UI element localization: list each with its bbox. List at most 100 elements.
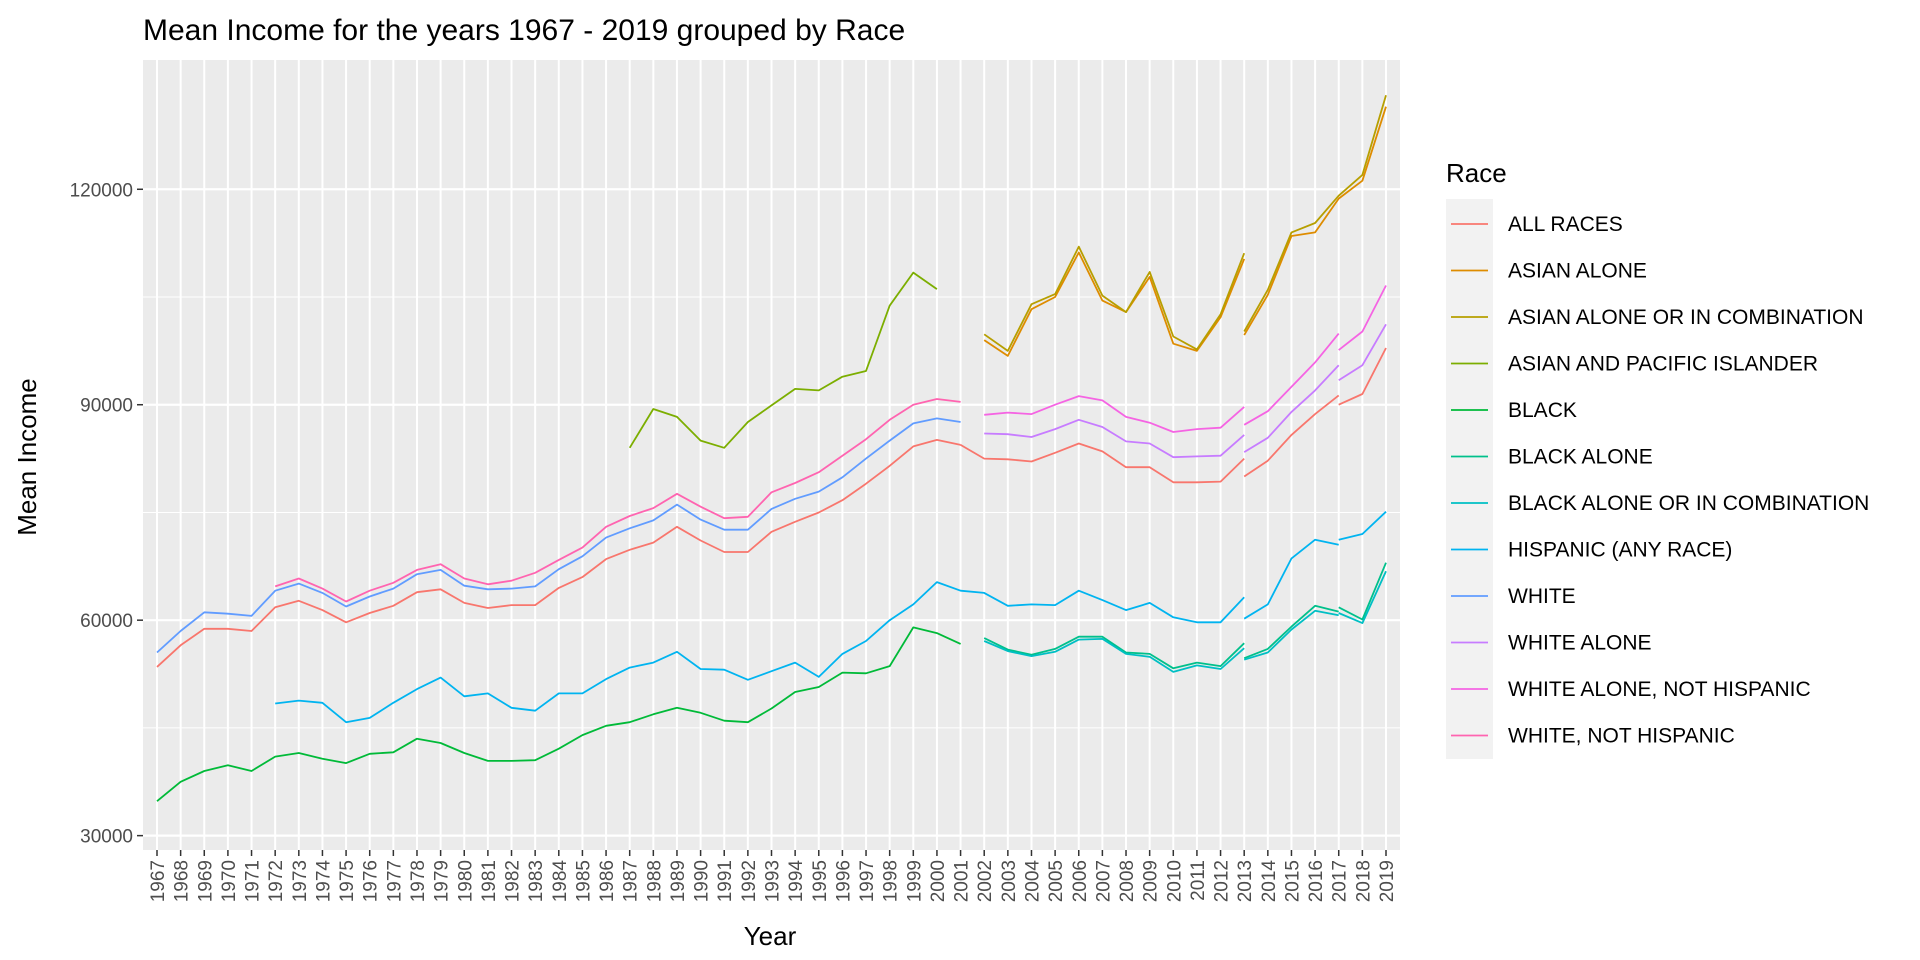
x-tick-label: 2005 <box>1046 860 1067 902</box>
legend-label: BLACK <box>1508 399 1577 422</box>
x-tick-label: 2007 <box>1093 860 1114 902</box>
legend-label: WHITE <box>1508 585 1576 608</box>
legend-item: WHITE <box>1451 585 1576 608</box>
x-tick-label: 1972 <box>266 860 287 902</box>
x-tick-label: 1968 <box>172 860 193 902</box>
x-tick-label: 1983 <box>526 860 547 902</box>
x-tick-label: 1990 <box>692 860 713 902</box>
series-line-white-alone <box>984 323 1387 459</box>
x-tick-label: 1970 <box>219 860 240 902</box>
x-tick-label: 1998 <box>881 860 902 902</box>
x-tick-label: 1986 <box>597 860 618 902</box>
legend-item: ASIAN ALONE <box>1451 260 1647 283</box>
legend-label: BLACK ALONE <box>1508 446 1653 469</box>
x-tick-label: 1976 <box>361 860 382 902</box>
series-line-all-races <box>156 347 1387 668</box>
legend-label: BLACK ALONE OR IN COMBINATION <box>1508 492 1869 515</box>
x-tick-label: 1992 <box>739 860 760 902</box>
x-tick-label: 2016 <box>1306 860 1327 902</box>
x-tick-label: 1981 <box>479 860 500 902</box>
x-tick-label: 1994 <box>786 860 807 903</box>
legend: Race ALL RACES ASIAN ALONE ASIAN ALONE OR … <box>1446 158 1869 759</box>
x-tick-label: 2015 <box>1282 860 1303 902</box>
legend-title: Race <box>1446 158 1507 188</box>
x-tick-label: 2003 <box>999 860 1020 902</box>
x-tick-label: 1988 <box>644 860 665 902</box>
x-tick-label: 2002 <box>975 860 996 902</box>
x-tick-label: 1971 <box>243 860 264 902</box>
legend-label: ASIAN ALONE <box>1508 260 1647 283</box>
x-tick-label: 1991 <box>715 860 736 902</box>
legend-label: ASIAN AND PACIFIC ISLANDER <box>1508 353 1818 376</box>
x-tick-label: 1996 <box>833 860 854 902</box>
legend-item: WHITE, NOT HISPANIC <box>1451 725 1735 748</box>
x-tick-label: 1969 <box>195 860 216 902</box>
x-tick-label: 1987 <box>621 860 642 902</box>
legend-item: ASIAN ALONE OR IN COMBINATION <box>1451 306 1864 329</box>
legend-item: ALL RACES <box>1451 213 1623 236</box>
x-tick-label: 2011 <box>1188 860 1209 901</box>
legend-label: WHITE ALONE <box>1508 632 1652 655</box>
x-tick-label: 1978 <box>408 860 429 902</box>
series-line-asian-and-pacific-islander <box>628 271 938 449</box>
x-tick-label: 2013 <box>1235 860 1256 902</box>
x-tick-label: 1993 <box>763 860 784 902</box>
legend-item: BLACK ALONE OR IN COMBINATION <box>1451 492 1869 515</box>
legend-label: ASIAN ALONE OR IN COMBINATION <box>1508 306 1864 329</box>
series-line-white-not-hispanic <box>274 398 961 603</box>
x-tick-label: 2014 <box>1259 860 1280 903</box>
legend-key-background <box>1446 199 1493 759</box>
x-tick-label: 2017 <box>1330 860 1351 902</box>
series-line-black-alone-or-in-combination <box>983 570 1387 673</box>
x-tick-label: 2018 <box>1353 860 1374 902</box>
x-tick-label: 2006 <box>1070 860 1091 902</box>
x-tick-label: 1973 <box>290 860 311 902</box>
series-line-asian-alone <box>983 106 1387 357</box>
series-line-asian-alone-or-in-combination <box>983 94 1387 352</box>
legend-label: WHITE ALONE, NOT HISPANIC <box>1508 678 1811 701</box>
x-tick-label: 1984 <box>550 860 571 903</box>
x-tick-label: 1975 <box>337 860 358 902</box>
x-tick-label: 1974 <box>313 860 334 903</box>
x-tick-label: 2004 <box>1022 860 1043 903</box>
x-tick-label: 1989 <box>668 860 689 902</box>
chart-title: Mean Income for the years 1967 - 2019 gr… <box>143 14 905 47</box>
series-line-black <box>156 626 961 802</box>
x-tick-label: 1977 <box>384 860 405 902</box>
series-line-white <box>156 417 961 654</box>
legend-item: WHITE ALONE, NOT HISPANIC <box>1451 678 1811 701</box>
x-tick-label: 2008 <box>1117 860 1138 902</box>
x-tick-label: 2001 <box>952 860 973 902</box>
series-line-white-alone-not-hispanic <box>984 285 1387 433</box>
x-tick-label: 1999 <box>904 860 925 902</box>
x-tick-label: 1967 <box>148 860 169 902</box>
x-tick-label: 1980 <box>455 860 476 902</box>
x-tick-label: 1979 <box>432 860 453 902</box>
series-line-black-alone <box>983 562 1387 670</box>
major-gridlines <box>143 60 1400 850</box>
x-tick-label: 1995 <box>810 860 831 902</box>
y-axis: 30000 60000 90000 120000 <box>70 180 143 848</box>
x-tick-label: 2000 <box>928 860 949 902</box>
x-tick-label: 2010 <box>1164 860 1185 902</box>
legend-item: HISPANIC (ANY RACE) <box>1451 539 1732 562</box>
x-tick-label: 1985 <box>573 860 594 902</box>
legend-label: HISPANIC (ANY RACE) <box>1508 539 1732 562</box>
series-line-hispanic-any-race <box>275 511 1387 724</box>
legend-label: ALL RACES <box>1508 213 1623 236</box>
y-axis-title: Mean Income <box>12 378 42 536</box>
y-tick-label: 120000 <box>70 180 133 201</box>
legend-item: BLACK <box>1451 399 1577 422</box>
legend-item: BLACK ALONE <box>1451 446 1653 469</box>
x-tick-label: 1982 <box>503 860 524 902</box>
x-tick-label: 2019 <box>1377 860 1398 902</box>
x-tick-label: 2012 <box>1212 860 1233 902</box>
legend-item: ASIAN AND PACIFIC ISLANDER <box>1451 353 1818 376</box>
x-tick-label: 1997 <box>857 860 878 902</box>
series-lines <box>156 94 1387 802</box>
y-tick-label: 90000 <box>80 396 133 417</box>
legend-item: WHITE ALONE <box>1451 632 1652 655</box>
y-tick-label: 30000 <box>80 827 133 848</box>
x-axis-title: Year <box>744 921 797 951</box>
